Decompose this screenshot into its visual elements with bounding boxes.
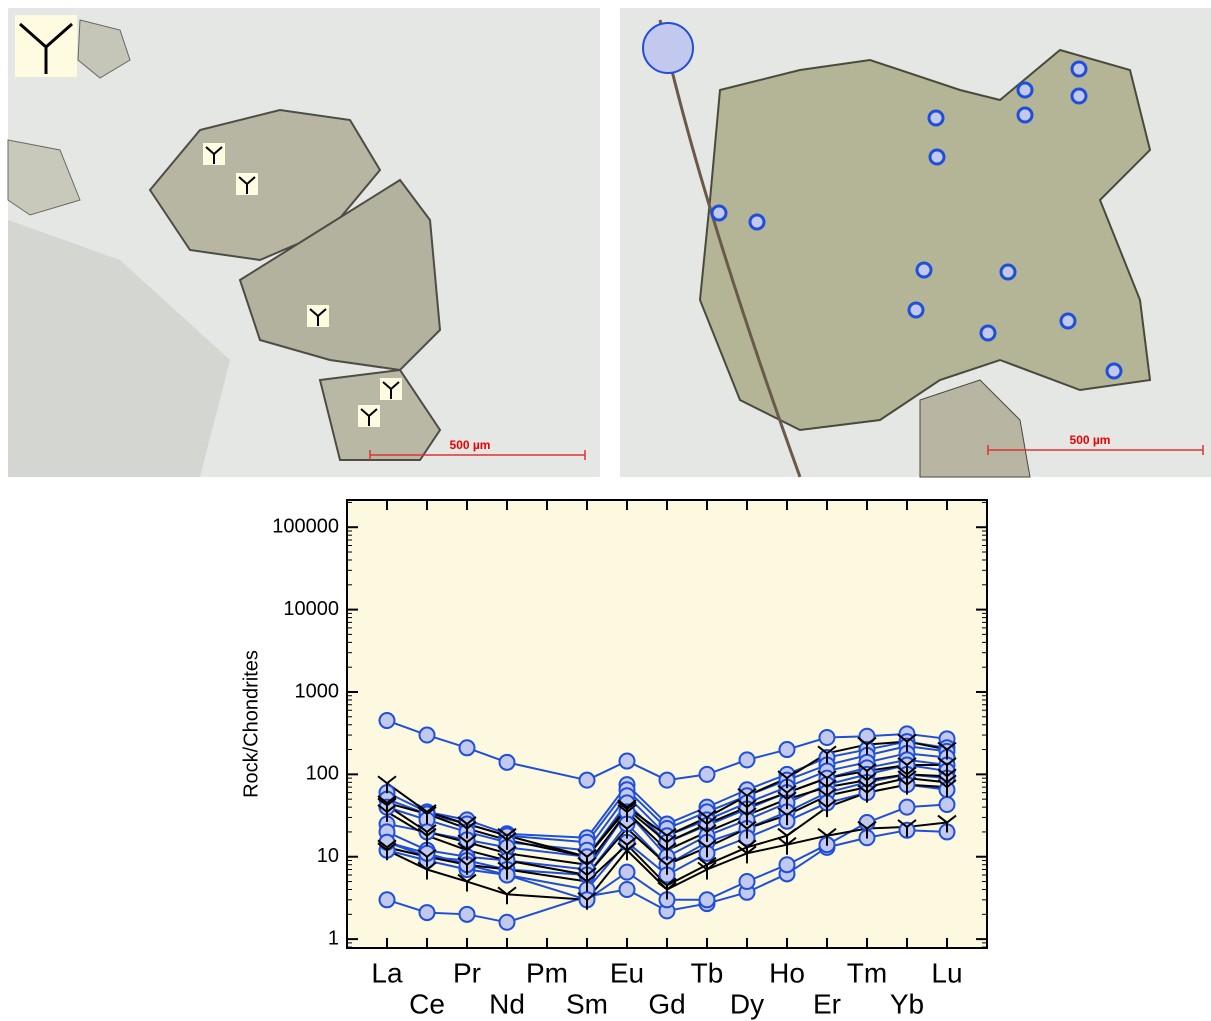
point — [420, 905, 435, 920]
point — [660, 773, 675, 788]
x-tick-label: Lu — [931, 957, 962, 988]
y-tick-label: 10000 — [283, 598, 339, 620]
point — [620, 882, 635, 897]
legend-marker — [643, 23, 693, 73]
point — [500, 755, 515, 770]
point — [620, 754, 635, 769]
point — [620, 865, 635, 880]
micrograph-left: 500 µm — [8, 8, 600, 477]
x-tick-label: Nd — [489, 988, 525, 1019]
point — [820, 730, 835, 745]
y-tick-label: 1 — [328, 927, 339, 949]
point — [420, 728, 435, 743]
x-tick-label: Ho — [769, 957, 805, 988]
point — [380, 713, 395, 728]
point — [460, 907, 475, 922]
x-tick-label: Eu — [610, 957, 644, 988]
y-tick-label: 10 — [317, 845, 339, 867]
grain — [700, 50, 1150, 430]
y-tick-label: 100000 — [272, 516, 339, 538]
x-tick-label: Tb — [691, 957, 724, 988]
point — [700, 892, 715, 907]
x-tick-label: Yb — [890, 988, 924, 1019]
figure: 500 µm 500 µm Rock/Chondrites 1 10 100 1000… — [0, 0, 1211, 1021]
y-axis-title: Rock/Chondrites — [240, 650, 262, 798]
point — [900, 800, 915, 815]
point — [780, 857, 795, 872]
x-tick-label: Pr — [453, 957, 481, 988]
x-tick-label: Gd — [648, 988, 685, 1019]
x-tick-label: Pm — [526, 957, 568, 988]
x-tick-label: Er — [813, 988, 841, 1019]
point — [940, 797, 955, 812]
point — [700, 767, 715, 782]
point — [740, 752, 755, 767]
x-tick-label: Tm — [847, 957, 887, 988]
scale-label: 500 µm — [1070, 433, 1111, 447]
point — [380, 892, 395, 907]
x-tick-label: La — [371, 957, 403, 988]
x-tick-label: Sm — [566, 988, 608, 1019]
point — [460, 740, 475, 755]
y-tick-label: 100 — [306, 763, 339, 785]
point — [780, 742, 795, 757]
scale-label: 500 µm — [450, 438, 491, 452]
point — [580, 773, 595, 788]
micrograph-right: 500 µm — [620, 8, 1211, 477]
point — [500, 915, 515, 930]
x-tick-label: Dy — [730, 988, 764, 1019]
x-tick-label: Ce — [409, 988, 445, 1019]
point — [740, 874, 755, 889]
y-tick-label: 1000 — [295, 680, 340, 702]
